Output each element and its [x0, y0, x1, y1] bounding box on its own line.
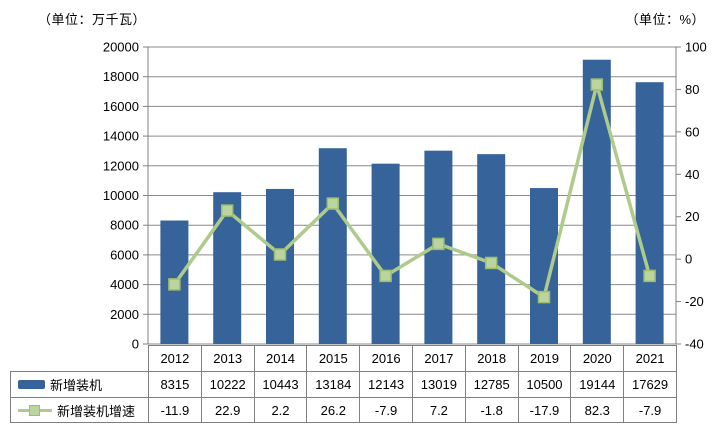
bar-legend-swatch-icon — [18, 380, 45, 389]
legend-entry: 新增装机增速 — [12, 401, 148, 420]
bar-2014 — [266, 188, 294, 344]
right-axis-tick-label: 100 — [685, 40, 707, 55]
legend-cell-bar: 新增装机 — [10, 371, 149, 398]
bar-2018 — [477, 154, 506, 344]
axis-ticks: 0 2000 4000 6000 8000 10000 12000 14000 16000 180… — [103, 40, 707, 352]
left-axis-tick-label: 10000 — [103, 188, 139, 203]
legend-label: 新增装机 — [50, 378, 103, 393]
growth-rate-line — [172, 82, 652, 299]
right-axis-tick-label: -20 — [685, 294, 704, 309]
line-marker-2015 — [326, 197, 340, 210]
line-marker-2013 — [220, 204, 234, 217]
bar-2020 — [582, 59, 611, 344]
line-legend-key-icon — [18, 404, 52, 416]
value-cell-bar-2013: 10222 — [200, 371, 255, 398]
left-axis-tick-label: 2000 — [110, 307, 139, 322]
line-series — [168, 78, 656, 304]
right-axis-tick-label: 20 — [685, 209, 699, 224]
right-axis-tick-label: 60 — [685, 124, 699, 139]
year-label-2012: 2012 — [148, 345, 202, 372]
line-marker-2016 — [379, 269, 392, 283]
year-label-2014: 2014 — [253, 345, 308, 372]
line-marker-2012 — [168, 278, 181, 291]
right-axis-tick-label: 80 — [685, 82, 699, 97]
value-cell-line-2018: -1.8 — [464, 397, 519, 423]
value-cell-bar-2012: 8315 — [148, 371, 202, 398]
left-axis-tick-label: 6000 — [110, 247, 139, 262]
left-axis-tick-label: 14000 — [103, 129, 139, 144]
line-marker-2020 — [590, 78, 604, 91]
left-axis-tick-label: 18000 — [103, 69, 139, 84]
line-marker-2021 — [643, 269, 656, 283]
left-axis-tick-label: 4000 — [110, 277, 139, 292]
value-cell-line-2019: -17.9 — [517, 397, 572, 423]
year-label-2021: 2021 — [623, 345, 677, 372]
bar-2016 — [371, 163, 400, 344]
value-cell-line-2017: 7.2 — [411, 397, 466, 423]
bar-series — [160, 59, 664, 344]
year-label-2015: 2015 — [306, 345, 361, 372]
legend-entry: 新增装机 — [12, 375, 148, 394]
value-cell-bar-2018: 12785 — [464, 371, 519, 398]
chart-data-table: 2012 2013 2014 2015 2016 2017 2018 2019 2020 2021… — [10, 345, 677, 423]
bar-2021 — [635, 82, 664, 344]
right-axis-tick-label: 0 — [685, 252, 692, 267]
value-cell-bar-2015: 13184 — [306, 371, 361, 398]
value-cell-line-2015: 26.2 — [306, 397, 361, 423]
value-cell-bar-2020: 19144 — [570, 371, 625, 398]
left-axis-tick-label: 16000 — [103, 99, 139, 114]
value-cell-line-2020: 82.3 — [570, 397, 625, 423]
left-axis-tick-label: 20000 — [103, 40, 139, 55]
right-axis-tick-label: 40 — [685, 167, 699, 182]
legend-cell-line: 新增装机增速 — [10, 397, 149, 423]
year-label-2019: 2019 — [517, 345, 572, 372]
line-marker-2014 — [273, 248, 287, 261]
right-axis-unit-label: （单位：%） — [625, 12, 705, 27]
bar-2019 — [530, 188, 558, 344]
value-cell-bar-2016: 12143 — [359, 371, 413, 398]
left-axis-tick-label: 8000 — [110, 218, 139, 233]
bar-2015 — [318, 148, 347, 344]
line-marker-2018 — [484, 256, 498, 270]
value-cell-bar-2014: 10443 — [253, 371, 308, 398]
value-cell-line-2014: 2.2 — [253, 397, 308, 423]
value-cell-bar-2021: 17629 — [623, 371, 677, 398]
right-axis-tick-label: -40 — [685, 337, 704, 352]
value-cell-bar-2019: 10500 — [517, 371, 572, 398]
value-cell-line-2013: 22.9 — [200, 397, 255, 423]
line-marker-2017 — [432, 237, 445, 251]
line-key-marker — [29, 404, 40, 416]
value-cell-line-2021: -7.9 — [623, 397, 677, 423]
year-label-2017: 2017 — [411, 345, 466, 372]
legend-label: 新增装机增速 — [57, 403, 136, 419]
table-corner-spacer — [11, 346, 149, 372]
value-cell-line-2012: -11.9 — [148, 397, 202, 423]
year-label-2018: 2018 — [464, 345, 519, 372]
value-cell-bar-2017: 13019 — [411, 371, 466, 398]
year-label-2013: 2013 — [200, 345, 255, 372]
value-cell-line-2016: -7.9 — [359, 397, 413, 423]
left-axis-tick-label: 12000 — [103, 158, 139, 173]
year-label-2016: 2016 — [359, 345, 413, 372]
line-marker-2019 — [537, 290, 551, 304]
left-axis-tick-label: 0 — [132, 337, 139, 352]
left-axis-unit-label: （单位：万千瓦） — [38, 12, 147, 27]
year-label-2020: 2020 — [570, 345, 625, 372]
